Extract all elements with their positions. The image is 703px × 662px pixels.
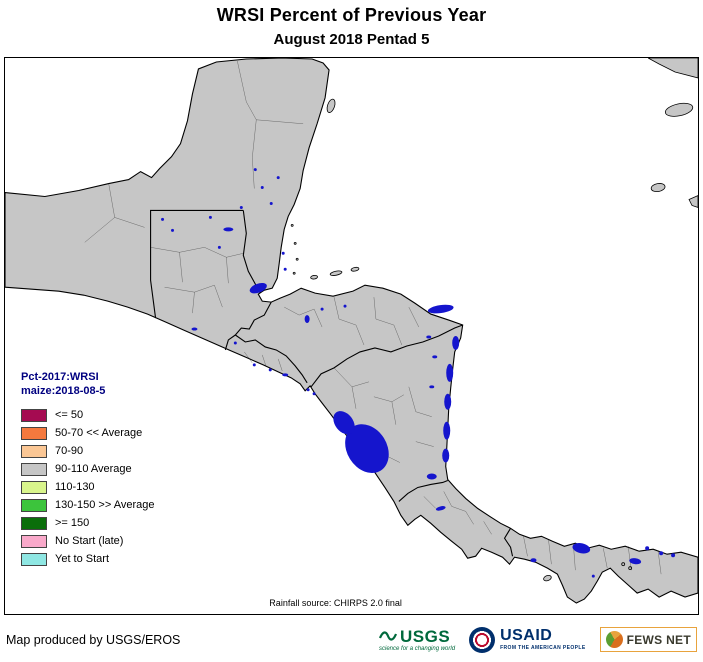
legend-row: Yet to Start — [21, 550, 155, 568]
legend-row: No Start (late) — [21, 532, 155, 550]
legend-row: 70-90 — [21, 442, 155, 460]
legend-swatch — [21, 444, 47, 458]
usgs-tagline: science for a changing world — [379, 645, 456, 652]
usaid-logo: USAID FROM THE AMERICAN PEOPLE — [469, 626, 586, 653]
logos: USGS science for a changing world USAID … — [379, 626, 697, 653]
fewsnet-globe-icon — [605, 631, 623, 648]
legend-label: 90-110 Average — [55, 463, 132, 475]
lake-nicaragua — [345, 424, 389, 473]
legend-row: >= 150 — [21, 514, 155, 532]
lake-managua — [333, 411, 355, 435]
legend-row: 110-130 — [21, 478, 155, 496]
legend-swatch — [21, 462, 47, 476]
islands — [290, 58, 698, 582]
water-bodies — [161, 168, 676, 578]
legend-label: >= 150 — [55, 517, 90, 529]
legend-title-line1: Pct-2017:WRSI — [21, 371, 99, 383]
legend-label: 130-150 >> Average — [55, 499, 155, 511]
footer: Map produced by USGS/EROS USGS science f… — [0, 617, 703, 662]
legend-label: No Start (late) — [55, 535, 124, 547]
legend-row: 130-150 >> Average — [21, 496, 155, 514]
admin-boundaries — [84, 60, 662, 575]
legend-row: 90-110 Average — [21, 460, 155, 478]
legend-swatch — [21, 552, 47, 566]
legend-label: 70-90 — [55, 445, 84, 457]
usgs-wordmark: USGS — [400, 626, 451, 646]
legend-label: Yet to Start — [55, 553, 110, 565]
legend-swatch — [21, 498, 47, 512]
legend-row: <= 50 — [21, 406, 155, 424]
lake-izabal — [249, 282, 267, 294]
legend-label: 110-130 — [55, 481, 95, 493]
map-title: WRSI Percent of Previous Year — [216, 5, 487, 25]
legend-swatch — [21, 516, 47, 530]
usaid-seal-icon — [469, 626, 496, 653]
legend-title-line2: maize:2018-08-5 — [21, 385, 106, 397]
usaid-wordmark: USAID — [500, 627, 553, 644]
usgs-logo: USGS science for a changing world — [379, 628, 455, 652]
legend-swatch — [21, 408, 47, 422]
fewsnet-wordmark: FEWS NET — [626, 632, 691, 647]
credit-text: Map produced by USGS/EROS — [6, 632, 181, 647]
usgs-wave-icon — [379, 631, 398, 641]
fewsnet-logo: FEWS NET — [599, 627, 697, 652]
legend-rows: <= 50 50-70 << Average 70-90 90-110 Aver… — [21, 406, 155, 568]
legend-label: <= 50 — [55, 409, 84, 421]
legend-label: 50-70 << Average — [55, 427, 143, 439]
usaid-tagline: FROM THE AMERICAN PEOPLE — [500, 645, 586, 651]
legend-swatch — [21, 480, 47, 494]
legend-row: 50-70 << Average — [21, 424, 155, 442]
map-canvas — [5, 58, 698, 614]
legend-swatch — [21, 534, 47, 548]
legend: Pct-2017:WRSI maize:2018-08-5 <= 50 50-7… — [21, 370, 155, 568]
map-subtitle: August 2018 Pentad 5 — [273, 31, 430, 48]
rainfall-source-note: Rainfall source: CHIRPS 2.0 final — [269, 598, 402, 608]
country-borders — [150, 209, 514, 557]
map-frame: Pct-2017:WRSI maize:2018-08-5 <= 50 50-7… — [4, 57, 699, 615]
legend-swatch — [21, 426, 47, 440]
